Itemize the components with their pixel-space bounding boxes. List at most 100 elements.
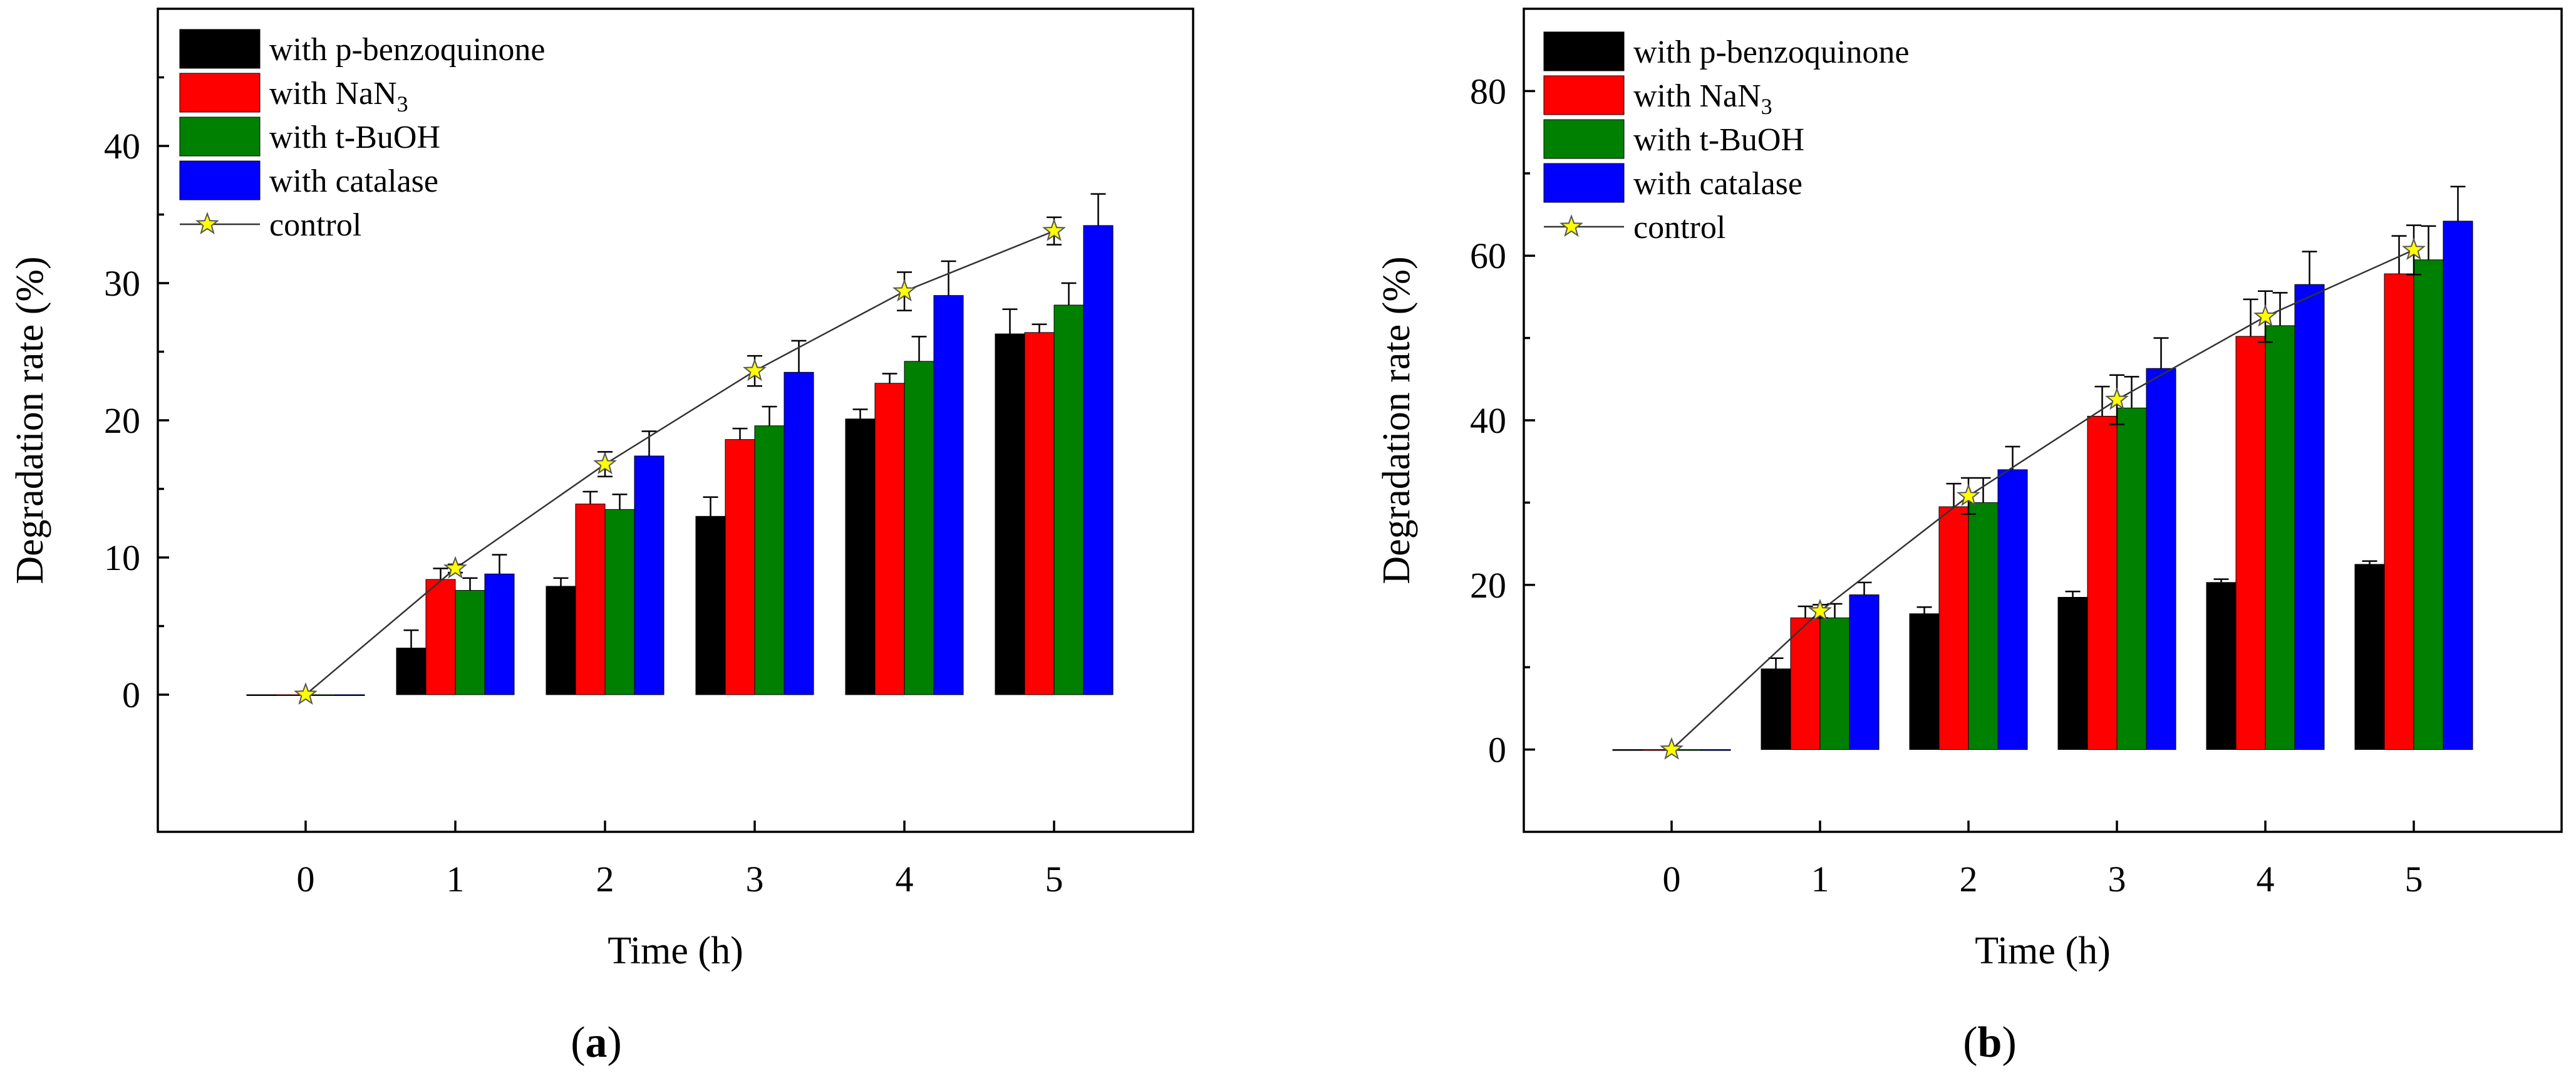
y-tick-label: 60 [1470, 236, 1506, 276]
bar-p_benzoquinone [396, 648, 427, 695]
legend-label-p_benzoquinone: with p-benzoquinone [269, 32, 545, 68]
legend-swatch-catalase [1543, 163, 1625, 203]
bar-p_benzoquinone [2057, 597, 2088, 750]
bar-nan3 [2087, 415, 2118, 750]
panel-label: (a) [571, 1019, 622, 1067]
control-point [1042, 218, 1066, 241]
control-line [1671, 249, 2414, 750]
x-tick-label: 0 [297, 859, 315, 899]
x-tick-label: 5 [2405, 859, 2423, 899]
bar-catalase [2443, 220, 2473, 750]
bar-nan3 [1938, 506, 1969, 750]
bar-catalase [1083, 225, 1114, 695]
legend-label-catalase: with catalase [269, 163, 438, 199]
bar-nan3 [575, 504, 606, 695]
control-point [1957, 483, 1980, 506]
y-tick-label: 20 [104, 400, 140, 441]
legend-control-star [1560, 214, 1583, 237]
bar-t_buoh [1968, 502, 1999, 750]
bar-catalase [933, 295, 964, 695]
y-axis-title: Degradation rate (%) [1375, 256, 1418, 584]
bar-p_benzoquinone [845, 418, 876, 695]
control-point [2253, 304, 2277, 327]
control-point [593, 452, 617, 475]
x-tick-label: 0 [1663, 859, 1681, 899]
x-tick-label: 2 [596, 859, 614, 899]
control-point [743, 358, 767, 381]
x-tick-label: 5 [1045, 859, 1063, 899]
bar-p_benzoquinone [1909, 613, 1940, 750]
bar-t_buoh [1819, 617, 1850, 750]
bar-p_benzoquinone [1761, 668, 1791, 750]
x-tick-label: 1 [447, 859, 465, 899]
bar-t_buoh [904, 361, 934, 695]
panel-label: (b) [1963, 1019, 2017, 1067]
legend-swatch-nan3 [179, 73, 261, 113]
bar-p_benzoquinone [995, 333, 1025, 695]
y-tick-label: 0 [1488, 730, 1506, 770]
bar-nan3 [425, 579, 456, 695]
bar-nan3 [2235, 336, 2266, 750]
bar-p_benzoquinone [1612, 749, 1643, 751]
legend-label-control: control [269, 207, 361, 243]
bar-p_benzoquinone [695, 516, 726, 695]
legend-swatch-t_buoh [179, 117, 261, 157]
legend-swatch-nan3 [1543, 75, 1625, 115]
bar-p_benzoquinone [2206, 582, 2237, 750]
bar-t_buoh [1053, 304, 1084, 695]
legend-label-catalase: with catalase [1633, 166, 1803, 202]
x-tick-label: 3 [746, 859, 764, 899]
bar-catalase [1700, 749, 1731, 751]
legend-swatch-p_benzoquinone [179, 29, 261, 69]
bar-catalase [2294, 284, 2325, 750]
bar-nan3 [1790, 617, 1821, 750]
x-tick-label: 1 [1811, 859, 1829, 899]
y-axis-title: Degradation rate (%) [9, 256, 51, 584]
x-tick-label: 3 [2108, 859, 2126, 899]
bar-catalase [484, 573, 515, 695]
control-line [305, 230, 1055, 695]
legend-swatch-t_buoh [1543, 119, 1625, 159]
y-tick-label: 40 [104, 126, 140, 167]
x-tick-label: 4 [896, 859, 914, 899]
y-tick-label: 30 [104, 263, 140, 304]
legend-swatch-catalase [179, 160, 261, 200]
bar-catalase [1849, 594, 1880, 750]
bar-p_benzoquinone [546, 586, 576, 695]
bar-p_benzoquinone [2354, 564, 2385, 750]
y-tick-label: 80 [1470, 71, 1506, 111]
control-point [2105, 387, 2129, 410]
bar-catalase [1997, 469, 2028, 750]
bar-p_benzoquinone [246, 694, 277, 696]
control-point [2402, 237, 2426, 261]
legend-label-nan3: with NaN3 [269, 76, 408, 117]
legend-label-p_benzoquinone: with p-benzoquinone [1633, 34, 1909, 70]
bar-nan3 [2384, 273, 2414, 750]
legend-control-star [195, 212, 219, 235]
control-point [1660, 737, 1684, 760]
y-tick-label: 20 [1470, 565, 1506, 606]
x-axis-title: Time (h) [608, 930, 743, 972]
control-point [443, 556, 467, 579]
bar-t_buoh [604, 509, 635, 695]
bar-nan3 [874, 383, 905, 695]
legend-label-t_buoh: with t-BuOH [1633, 122, 1804, 158]
bar-t_buoh [455, 590, 485, 695]
bar-nan3 [1024, 332, 1055, 695]
control-point [1808, 598, 1832, 621]
bar-nan3 [725, 439, 755, 695]
legend-label-control: control [1633, 210, 1725, 246]
y-tick-label: 0 [122, 675, 140, 715]
bar-t_buoh [2413, 259, 2444, 750]
legend-swatch-p_benzoquinone [1543, 31, 1625, 71]
x-tick-label: 4 [2257, 859, 2275, 899]
bar-catalase [634, 455, 665, 695]
control-point [294, 682, 318, 705]
control-point [892, 279, 916, 302]
y-tick-label: 40 [1470, 400, 1506, 441]
bar-catalase [2146, 368, 2176, 750]
bar-catalase [784, 371, 814, 695]
